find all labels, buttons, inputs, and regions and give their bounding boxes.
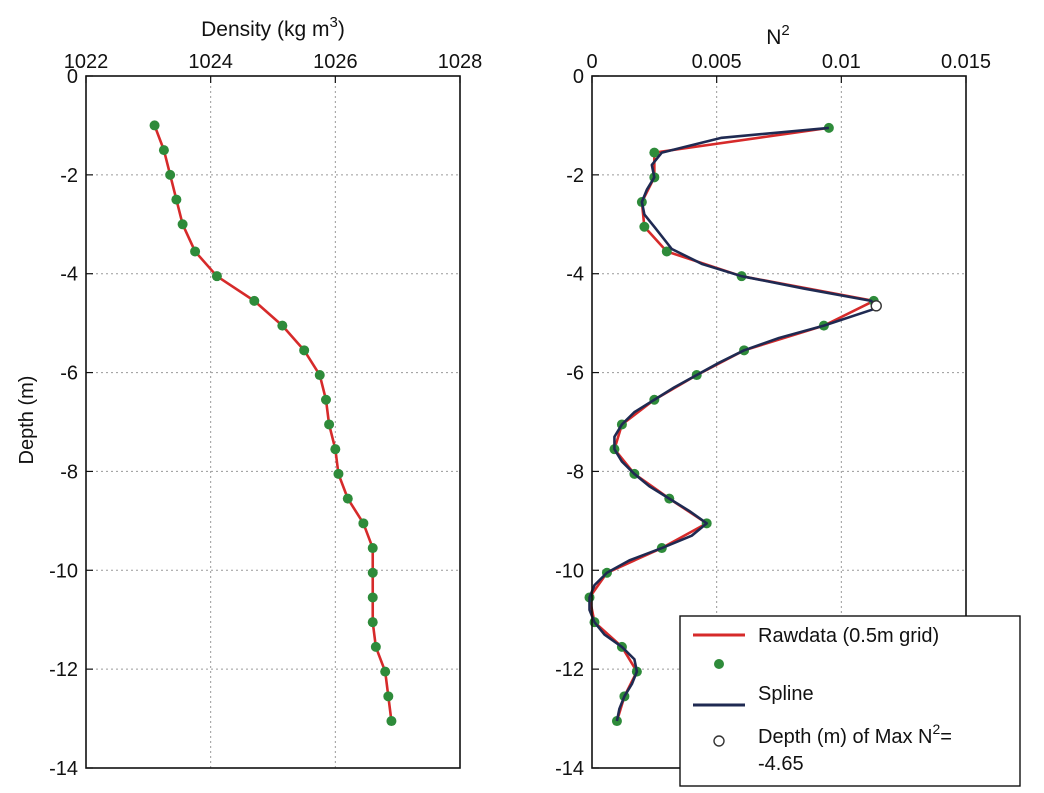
data-point [661, 246, 672, 257]
y-tick-label: -2 [60, 165, 78, 187]
data-point [330, 444, 341, 455]
y-tick-label: -6 [566, 363, 584, 385]
y-tick-label: -8 [60, 461, 78, 483]
series-line-0 [153, 124, 393, 722]
x-tick-label: 1022 [64, 51, 109, 73]
data-point [190, 246, 201, 257]
n2-title: N2 [766, 22, 790, 49]
y-tick-label: -12 [555, 659, 584, 681]
data-point [386, 716, 397, 727]
y-tick-label: -2 [566, 165, 584, 187]
y-tick-label: -14 [49, 758, 78, 780]
data-point [639, 221, 650, 232]
y-tick-label: -10 [49, 560, 78, 582]
data-point [823, 122, 834, 133]
data-point [320, 394, 331, 405]
data-point [165, 169, 176, 180]
data-point [249, 295, 260, 306]
data-point [649, 147, 660, 158]
density-grid [86, 76, 460, 768]
data-point [158, 145, 169, 156]
legend-box [679, 615, 1021, 787]
y-tick-label: -12 [49, 659, 78, 681]
y-tick-label: -4 [566, 264, 584, 286]
density-panel: Density (kg m3) Depth (m) 1022 1024 1026 10… [16, 14, 482, 780]
data-point [177, 219, 188, 230]
x-tick-label: 1028 [438, 51, 483, 73]
data-point [367, 567, 378, 578]
y-tick-label: -8 [566, 461, 584, 483]
n2-legend: Rawdata (0.5m grid) Spline Depth (m) of … [679, 615, 1021, 787]
x-tick-label: 0 [586, 51, 597, 73]
y-tick-label: 0 [67, 66, 78, 88]
x-tick-label: 0.005 [692, 51, 742, 73]
data-point [358, 518, 369, 529]
data-point [171, 194, 182, 205]
density-axes-box [85, 75, 461, 769]
data-point [314, 370, 325, 381]
density-x-ticks: 1022 1024 1026 1028 [64, 51, 483, 83]
n2-x-ticks: 0 0.005 0.01 0.015 [586, 51, 991, 83]
x-tick-label: 1024 [188, 51, 233, 73]
data-point [299, 345, 310, 356]
y-tick-label: 0 [573, 66, 584, 88]
data-point [333, 468, 344, 479]
x-tick-label: 0.01 [822, 51, 861, 73]
data-point [383, 691, 394, 702]
y-tick-label: -10 [555, 560, 584, 582]
data-point [370, 641, 381, 652]
data-point [277, 320, 288, 331]
data-point [367, 592, 378, 603]
series-line-2 [588, 126, 878, 722]
y-tick-label: -6 [60, 363, 78, 385]
max-n2-marker [870, 300, 882, 312]
y-tick-label: -4 [60, 264, 78, 286]
legend-dot-marker [714, 659, 724, 669]
data-point [367, 617, 378, 628]
data-point [211, 271, 222, 282]
x-tick-label: 1026 [313, 51, 358, 73]
n2-series [584, 122, 882, 727]
n2-y-ticks: 0 -2 -4 -6 -8 -10 -12 -14 [555, 66, 599, 780]
depth-axis-label: Depth (m) [16, 376, 38, 465]
legend-spline-label: Spline [758, 683, 814, 705]
data-point [380, 666, 391, 677]
data-point [324, 419, 335, 430]
data-point [367, 543, 378, 554]
data-point [342, 493, 353, 504]
legend-open-circle-marker [713, 735, 725, 747]
legend-maxn2-value: -4.65 [758, 753, 804, 775]
data-point [149, 120, 160, 131]
x-tick-label: 0.015 [941, 51, 991, 73]
legend-raw-label: Rawdata (0.5m grid) [758, 625, 939, 647]
density-title: Density (kg m3) [201, 14, 345, 41]
density-series [149, 120, 397, 727]
y-tick-label: -14 [555, 758, 584, 780]
n2-panel: N2 0 0.005 0.01 0.015 0 -2 -4 -6 -8 -10 -12 -14 Ra… [555, 22, 1021, 787]
legend-maxn2-label: Depth (m) of Max N2= [758, 721, 952, 748]
